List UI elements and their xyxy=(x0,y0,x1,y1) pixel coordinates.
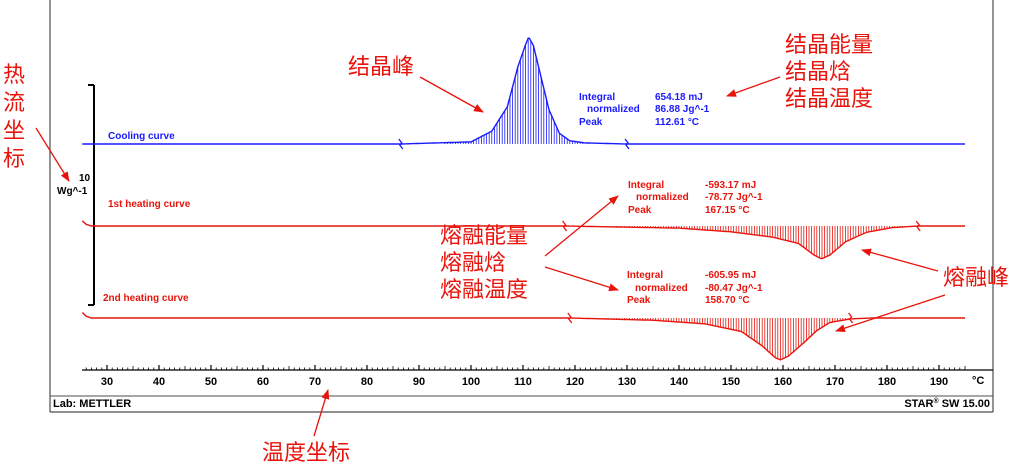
x-tick-label: 50 xyxy=(205,376,217,388)
integral-label: Integral xyxy=(628,180,664,191)
normalized-value: -78.77 Jg^-1 xyxy=(705,192,763,203)
integration-limit-marker xyxy=(567,312,573,324)
integral-value: 654.18 mJ xyxy=(655,92,703,103)
first-heating-hatch xyxy=(600,226,909,259)
crystallization-peak-arrow xyxy=(419,76,484,113)
curves xyxy=(81,37,965,361)
first-heating-curve xyxy=(81,220,965,260)
peak-value: 158.70 °C xyxy=(705,295,750,306)
cooling-curve xyxy=(82,37,965,145)
heat-flow-axis-label-1: 热 xyxy=(3,63,25,88)
normalized-label: normalized xyxy=(635,283,688,294)
integration-limit-marker xyxy=(624,138,630,150)
integration-hatches xyxy=(444,38,909,360)
crystallization-props-arrow xyxy=(726,76,781,97)
second-heating-hatch xyxy=(590,318,851,360)
software-label: STAR® SW 15.00 xyxy=(904,397,990,410)
x-tick-label: 120 xyxy=(566,376,584,388)
peak-label: Peak xyxy=(579,117,603,128)
normalized-value: -80.47 Jg^-1 xyxy=(705,283,763,294)
x-tick-label: 170 xyxy=(826,376,844,388)
x-axis-major-ticks xyxy=(106,365,940,370)
integral-value: -605.95 mJ xyxy=(705,270,756,281)
integration-limit-marker xyxy=(915,220,921,232)
melting-peak-arrow-2nd xyxy=(835,294,946,332)
temperature-axis-label: 温度坐标 xyxy=(262,441,350,466)
crystallization-props-line-1: 结晶能量 xyxy=(785,33,873,58)
melting-props-line-1: 熔融能量 xyxy=(440,224,528,249)
normalized-value: 86.88 Jg^-1 xyxy=(655,104,710,115)
integral-value: -593.17 mJ xyxy=(705,180,756,191)
x-tick-label: 110 xyxy=(514,376,532,388)
x-tick-label: 30 xyxy=(101,376,113,388)
x-tick-label: 80 xyxy=(361,376,373,388)
x-tick-label: 100 xyxy=(462,376,480,388)
cooling-hatch xyxy=(444,38,584,144)
second-heating-curve xyxy=(81,311,965,361)
series-label-1st-heating: 1st heating curve xyxy=(108,199,191,210)
x-tick-label: 70 xyxy=(309,376,321,388)
melting-props-line-3: 熔融温度 xyxy=(440,278,528,303)
x-tick-label: 40 xyxy=(153,376,165,388)
x-axis-tick-labels: 30 40 50 60 70 80 90 100 110 120 130 140 150 160 170 18… xyxy=(101,376,948,388)
heat-flow-scale-bar: 10 Wg^-1 xyxy=(57,84,95,306)
results-2nd-heating: Integral -605.95 mJ normalized -80.47 Jg… xyxy=(627,270,763,306)
integration-limit-markers xyxy=(398,138,921,324)
peak-label: Peak xyxy=(628,205,652,216)
integral-label: Integral xyxy=(627,270,663,281)
plot-frame xyxy=(49,0,994,413)
series-label-2nd-heating: 2nd heating curve xyxy=(103,293,189,304)
annotations: 热 流 坐 标 结晶峰 结晶能量 结晶焓 结晶温度 熔融能量 熔融焓 熔融温度 … xyxy=(3,33,1009,466)
crystallization-props-line-3: 结晶温度 xyxy=(785,87,873,112)
x-axis-minor-ticks xyxy=(85,366,966,370)
x-tick-label: 140 xyxy=(670,376,688,388)
x-axis-unit: °C xyxy=(972,375,984,387)
results-cooling: Integral 654.18 mJ normalized 86.88 Jg^-… xyxy=(579,92,710,128)
x-tick-label: 160 xyxy=(774,376,792,388)
crystallization-peak-label: 结晶峰 xyxy=(348,55,414,80)
integration-limit-marker xyxy=(848,312,854,324)
integration-limit-marker xyxy=(398,138,404,150)
temperature-axis-arrow xyxy=(313,389,330,437)
peak-label: Peak xyxy=(627,295,651,306)
lab-label: Lab: METTLER xyxy=(53,398,131,410)
melting-props-line-2: 熔融焓 xyxy=(440,251,506,276)
x-tick-label: 60 xyxy=(257,376,269,388)
peak-value: 112.61 °C xyxy=(655,117,699,128)
heat-flow-axis-label-3: 坐 xyxy=(3,119,25,144)
integral-label: Integral xyxy=(579,92,615,103)
normalized-label: normalized xyxy=(587,104,640,115)
normalized-label: normalized xyxy=(636,192,689,203)
x-axis: 30 40 50 60 70 80 90 100 110 120 130 140 150 160 170 18… xyxy=(82,365,993,388)
series-label-cooling: Cooling curve xyxy=(108,131,175,142)
heat-flow-axis-label-2: 流 xyxy=(3,91,25,116)
x-tick-label: 90 xyxy=(413,376,425,388)
crystallization-props-line-2: 结晶焓 xyxy=(785,60,851,85)
x-tick-label: 130 xyxy=(618,376,636,388)
melting-props-arrow-2nd xyxy=(544,266,619,292)
scale-bar-unit: Wg^-1 xyxy=(57,186,88,197)
x-tick-label: 150 xyxy=(722,376,740,388)
results-1st-heating: Integral -593.17 mJ normalized -78.77 Jg… xyxy=(628,180,763,216)
peak-value: 167.15 °C xyxy=(705,205,750,216)
heat-flow-axis-label-4: 标 xyxy=(3,147,25,172)
integration-limit-marker xyxy=(562,220,568,232)
melting-props-arrow-1st xyxy=(544,195,619,257)
x-tick-label: 190 xyxy=(930,376,948,388)
x-tick-label: 180 xyxy=(878,376,896,388)
scale-bar-value: 10 xyxy=(79,173,91,184)
melting-peak-arrow-1st xyxy=(861,248,939,272)
melting-peak-label: 熔融峰 xyxy=(943,266,1009,291)
heat-flow-arrow xyxy=(35,127,70,182)
